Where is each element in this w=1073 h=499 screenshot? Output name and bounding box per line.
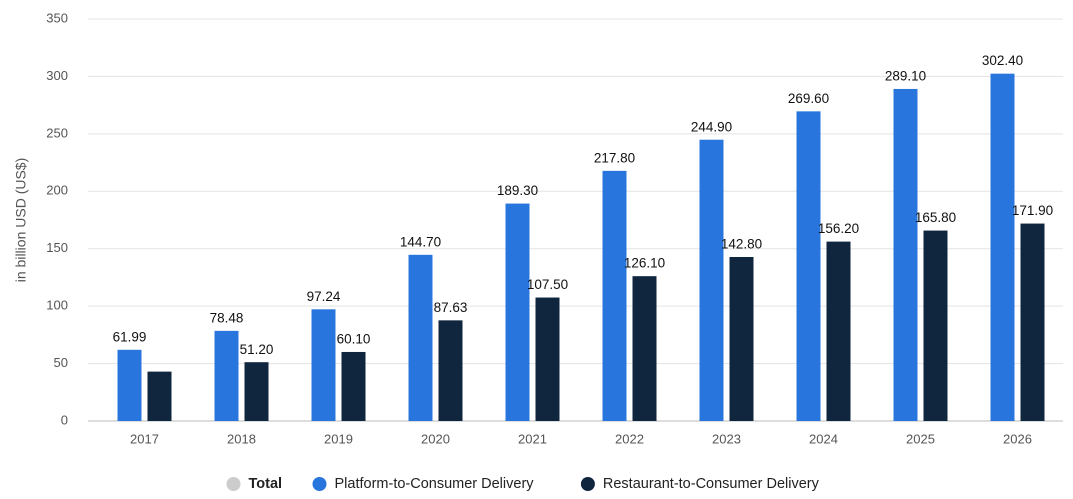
bar	[408, 254, 433, 421]
x-tick-label: 2021	[518, 431, 547, 446]
data-label: 171.90	[1012, 203, 1053, 218]
bar	[505, 203, 530, 421]
bar	[311, 309, 336, 421]
legend-label[interactable]: Platform-to-Consumer Delivery	[335, 476, 535, 492]
y-tick-label: 50	[54, 355, 68, 370]
y-tick-label: 300	[46, 68, 68, 83]
y-tick-label: 350	[46, 10, 68, 25]
x-tick-label: 2018	[227, 431, 256, 446]
bar	[826, 241, 851, 421]
x-tick-label: 2025	[906, 431, 935, 446]
x-tick-label: 2017	[130, 431, 159, 446]
data-label: 142.80	[721, 237, 762, 252]
x-tick-label: 2022	[615, 431, 644, 446]
bar	[244, 362, 269, 421]
legend-marker[interactable]	[580, 477, 595, 491]
data-label: 61.99	[113, 329, 147, 344]
data-label: 302.40	[982, 53, 1023, 68]
y-axis-title: in billion USD (US$)	[13, 158, 29, 282]
data-label: 126.10	[624, 256, 665, 271]
bar	[438, 320, 463, 421]
bar	[214, 330, 239, 421]
y-tick-label: 100	[46, 298, 68, 313]
bar	[341, 351, 366, 421]
data-label: 189.30	[497, 183, 538, 198]
y-tick-label: 0	[61, 412, 68, 427]
x-tick-label: 2019	[324, 431, 353, 446]
x-tick-label: 2023	[712, 431, 741, 446]
data-label: 217.80	[594, 150, 635, 165]
bar	[147, 371, 172, 421]
legend-marker[interactable]	[226, 477, 241, 491]
bar	[893, 88, 918, 421]
bar	[117, 349, 142, 421]
x-tick-label: 2026	[1003, 431, 1032, 446]
y-tick-label: 200	[46, 183, 68, 198]
bar	[602, 170, 627, 421]
legend-label[interactable]: Total	[249, 476, 283, 492]
x-tick-label: 2024	[809, 431, 838, 446]
data-label: 156.20	[818, 221, 859, 236]
x-tick-label: 2020	[421, 431, 450, 446]
data-label: 51.20	[240, 342, 274, 357]
legend-label[interactable]: Restaurant-to-Consumer Delivery	[603, 476, 820, 492]
data-label: 144.70	[400, 234, 441, 249]
bar	[923, 230, 948, 421]
bar	[699, 139, 724, 422]
data-label: 165.80	[915, 210, 956, 225]
bar	[535, 297, 560, 421]
legend-marker[interactable]	[312, 477, 327, 491]
y-tick-label: 250	[46, 125, 68, 140]
data-label: 87.63	[434, 300, 468, 315]
bar	[990, 73, 1015, 421]
data-label: 107.50	[527, 277, 568, 292]
data-label: 269.60	[788, 91, 829, 106]
bar	[632, 276, 657, 421]
y-tick-label: 150	[46, 240, 68, 255]
data-label: 60.10	[337, 332, 371, 347]
data-label: 289.10	[885, 69, 926, 84]
data-label: 244.90	[691, 119, 732, 134]
data-label: 78.48	[210, 310, 244, 325]
data-label: 97.24	[307, 289, 341, 304]
bar	[796, 111, 821, 421]
bar	[729, 256, 754, 421]
bar	[1020, 223, 1045, 421]
